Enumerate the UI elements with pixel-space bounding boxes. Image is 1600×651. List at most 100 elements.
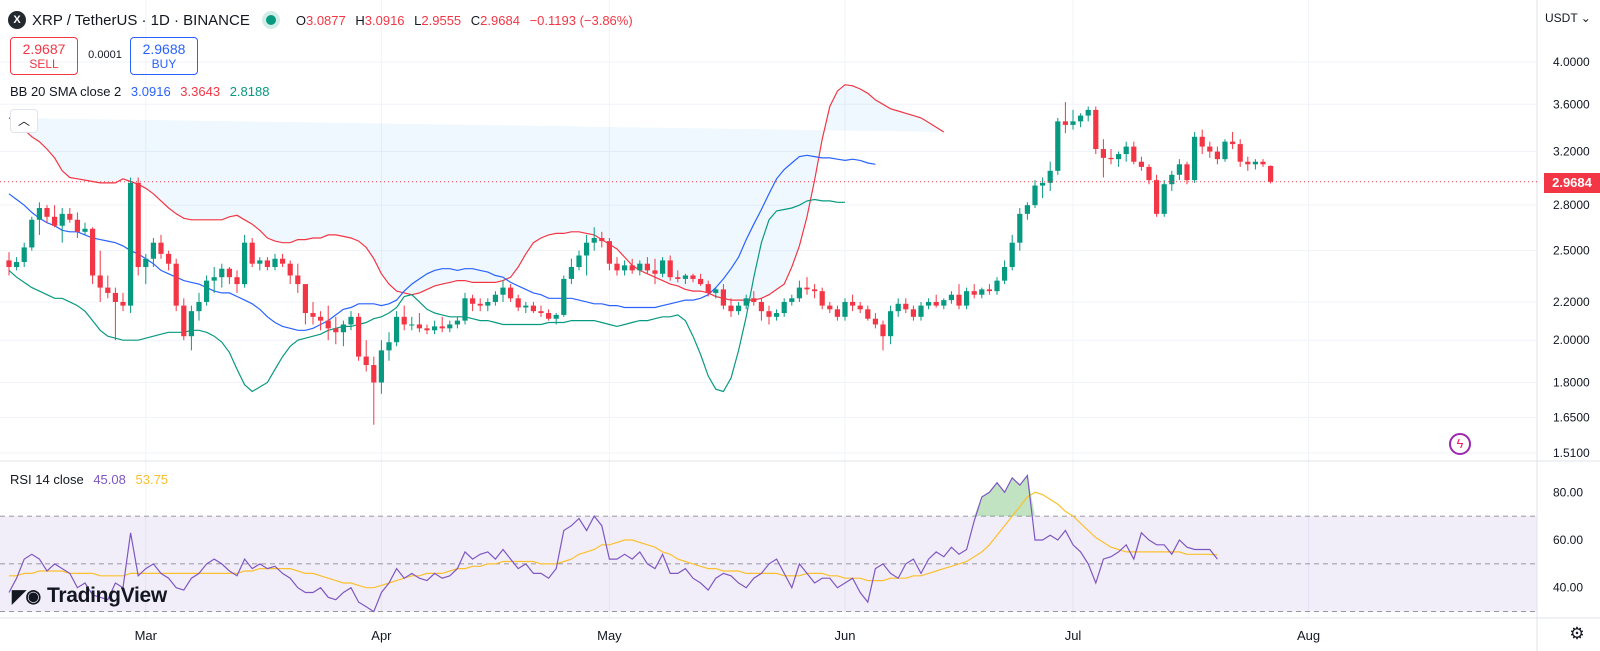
candle-body <box>280 258 286 264</box>
candle-body <box>964 291 970 306</box>
candle-body <box>82 228 88 232</box>
candle <box>356 313 362 361</box>
rsi-tick-label: 80.00 <box>1553 485 1583 499</box>
buy-button[interactable]: 2.9688 BUY <box>130 37 198 75</box>
rsi-ma-value: 53.75 <box>135 472 169 487</box>
candle-body <box>1252 161 1258 165</box>
candle <box>781 298 787 317</box>
gear-icon[interactable]: ⚙ <box>1569 624 1585 643</box>
collapse-legend-button[interactable]: ︿ <box>10 109 38 133</box>
candle-body <box>1131 146 1137 162</box>
candle <box>538 305 544 317</box>
candle-body <box>827 305 833 310</box>
price-tick-label: 4.0000 <box>1553 55 1590 69</box>
candle <box>1024 202 1030 220</box>
candle <box>378 340 384 394</box>
rsi-ma-line <box>9 491 1218 589</box>
rsi-legend[interactable]: RSI 14 close 45.08 53.75 <box>10 472 174 487</box>
candle-body <box>196 301 202 312</box>
candle-body <box>204 280 210 302</box>
candle-body <box>1085 109 1091 116</box>
candle <box>1002 260 1008 285</box>
candle-body <box>356 316 362 357</box>
candle <box>1108 149 1114 165</box>
candle <box>720 284 726 310</box>
open-value: 3.0877 <box>305 12 346 28</box>
candle <box>1078 113 1084 128</box>
candle <box>1161 180 1167 217</box>
candle-body <box>1207 146 1213 152</box>
candle-body <box>1146 166 1152 181</box>
candle-body <box>492 294 498 302</box>
candle-body <box>302 284 308 314</box>
candle-body <box>705 284 711 293</box>
time-tick-label: Jul <box>1065 628 1082 643</box>
candle-body <box>751 298 757 302</box>
candle <box>1184 161 1190 185</box>
candle <box>318 311 324 331</box>
candle-body <box>842 301 848 317</box>
candle <box>82 222 88 235</box>
candle-body <box>1032 185 1038 206</box>
rsi-overbought-fill <box>1004 477 1013 517</box>
candle <box>401 305 407 331</box>
candle <box>219 263 225 288</box>
candle <box>477 298 483 312</box>
candle-body <box>97 275 103 288</box>
candle-body <box>918 305 924 317</box>
candle <box>888 305 894 345</box>
candle <box>941 298 947 310</box>
symbol-title[interactable]: XRP / TetherUS · 1D · BINANCE <box>32 11 250 29</box>
sell-button[interactable]: 2.9687 SELL <box>10 37 78 75</box>
candle-body <box>333 328 339 333</box>
candle-body <box>698 278 704 285</box>
bolt-icon[interactable]: ϟ <box>1449 433 1471 455</box>
candle <box>629 258 635 274</box>
candle-body <box>386 342 392 351</box>
currency-selector[interactable]: USDT ⌄ <box>1545 11 1591 25</box>
time-tick-label: May <box>597 628 622 643</box>
candle-body <box>728 305 734 312</box>
candle <box>409 316 415 331</box>
candle-body <box>150 242 156 259</box>
candle-body <box>1169 174 1175 185</box>
candle <box>158 234 164 259</box>
candle-body <box>401 316 407 325</box>
candle <box>1123 141 1129 162</box>
candle-body <box>1176 164 1182 175</box>
price-tick-label: 1.6500 <box>1553 410 1590 424</box>
candle <box>1222 139 1228 162</box>
candle-body <box>143 258 149 268</box>
candle <box>1176 159 1182 181</box>
candle-body <box>1093 109 1099 150</box>
candle <box>796 280 802 302</box>
candle-body <box>561 278 567 315</box>
candle <box>454 316 460 329</box>
candle-body <box>622 265 628 271</box>
candle <box>948 291 954 304</box>
candle <box>21 242 27 268</box>
candle <box>333 316 339 345</box>
sell-label: SELL <box>29 57 59 71</box>
candle-body <box>644 263 650 271</box>
candle-body <box>135 182 141 268</box>
candle-body <box>211 277 217 281</box>
candle <box>257 257 263 271</box>
xrp-logo-icon: X <box>8 11 26 29</box>
candle <box>812 284 818 299</box>
candle-body <box>59 213 65 226</box>
candle-body <box>872 318 878 325</box>
candle-body <box>363 356 369 366</box>
spread-value: 0.0001 <box>88 49 122 61</box>
candle-body <box>1138 161 1144 167</box>
bb-legend[interactable]: BB 20 SMA close 2 3.0916 3.3643 2.8188 <box>10 84 275 99</box>
candle <box>492 291 498 306</box>
tradingview-logo[interactable]: ◤◉ TradingView <box>12 584 167 608</box>
candle-body <box>850 301 856 306</box>
candle-body <box>249 242 255 264</box>
candle <box>249 237 255 268</box>
candle <box>530 301 536 314</box>
candle-body <box>591 237 597 243</box>
symbol-header: X XRP / TetherUS · 1D · BINANCE O3.0877 … <box>8 8 633 32</box>
